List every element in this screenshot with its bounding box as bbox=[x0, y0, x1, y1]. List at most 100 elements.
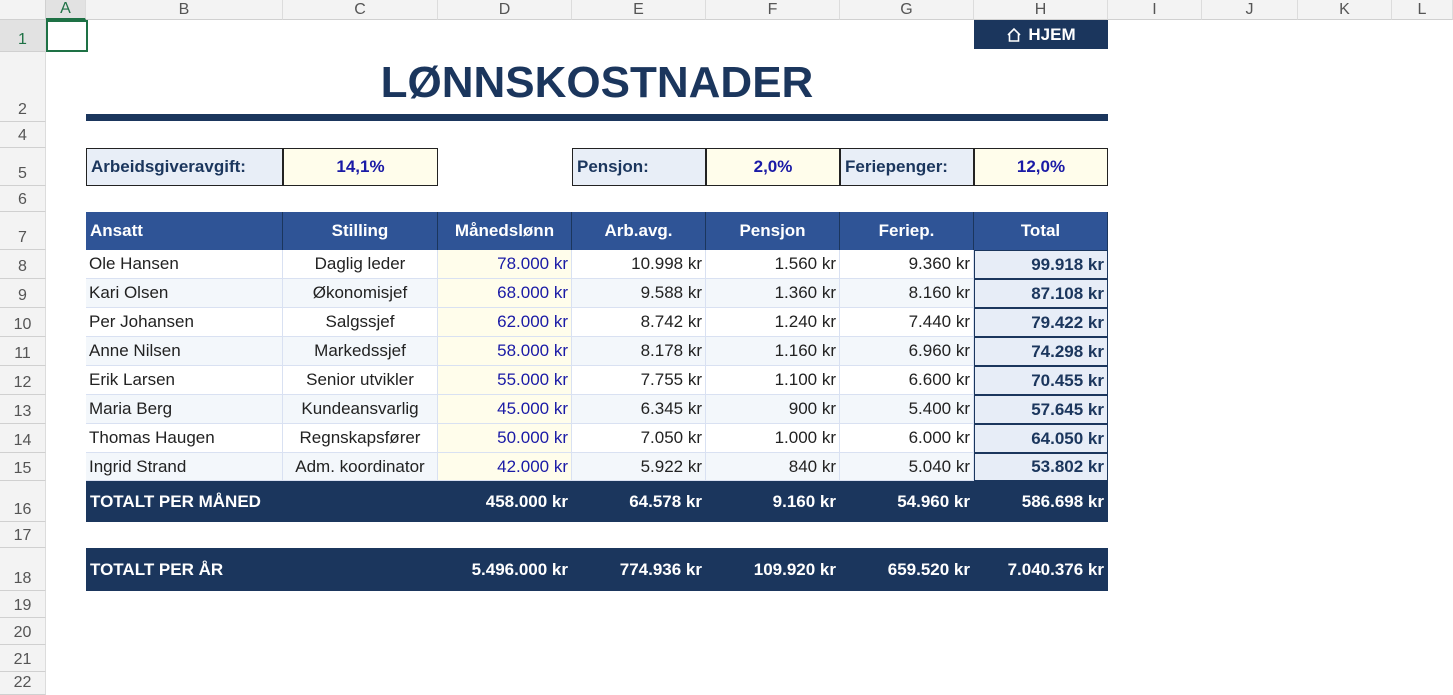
parameter-label: Pensjon: bbox=[572, 148, 706, 186]
table-cell[interactable]: 50.000 kr bbox=[438, 424, 572, 453]
table-cell: 1.360 kr bbox=[706, 279, 840, 308]
table-cell: Kari Olsen bbox=[86, 279, 283, 308]
row-header[interactable]: 20 bbox=[0, 618, 46, 645]
column-header[interactable]: F bbox=[706, 0, 840, 20]
table-header: Arb.avg. bbox=[572, 212, 706, 250]
total-row-background bbox=[86, 481, 1108, 522]
row-header[interactable]: 22 bbox=[0, 672, 46, 695]
table-cell: 840 kr bbox=[706, 453, 840, 481]
table-cell: Regnskapsfører bbox=[283, 424, 438, 453]
selected-cell[interactable] bbox=[46, 20, 88, 52]
column-header[interactable]: H bbox=[974, 0, 1108, 20]
total-label: TOTALT PER ÅR bbox=[90, 559, 224, 579]
table-cell: 6.000 kr bbox=[840, 424, 974, 453]
table-cell: 53.802 kr bbox=[974, 453, 1108, 481]
column-header[interactable]: E bbox=[572, 0, 706, 20]
column-header[interactable]: G bbox=[840, 0, 974, 20]
row-header[interactable]: 17 bbox=[0, 522, 46, 548]
row-header[interactable]: 8 bbox=[0, 250, 46, 279]
table-cell: 900 kr bbox=[706, 395, 840, 424]
table-cell[interactable]: 68.000 kr bbox=[438, 279, 572, 308]
total-value: 774.936 kr bbox=[619, 559, 702, 579]
table-cell: 5.922 kr bbox=[572, 453, 706, 481]
row-header[interactable]: 4 bbox=[0, 122, 46, 148]
row-header[interactable]: 7 bbox=[0, 212, 46, 250]
column-header[interactable]: K bbox=[1298, 0, 1392, 20]
row-header[interactable]: 19 bbox=[0, 591, 46, 618]
row-header[interactable]: 21 bbox=[0, 645, 46, 672]
parameter-value[interactable]: 12,0% bbox=[974, 148, 1108, 186]
parameter-value[interactable]: 14,1% bbox=[283, 148, 438, 186]
table-cell[interactable]: 55.000 kr bbox=[438, 366, 572, 395]
row-header[interactable]: 1 bbox=[0, 20, 46, 52]
table-cell: 1.160 kr bbox=[706, 337, 840, 366]
row-header[interactable]: 13 bbox=[0, 395, 46, 424]
table-cell: 7.440 kr bbox=[840, 308, 974, 337]
table-cell: 5.400 kr bbox=[840, 395, 974, 424]
table-cell[interactable]: 62.000 kr bbox=[438, 308, 572, 337]
column-header[interactable]: B bbox=[86, 0, 283, 20]
table-cell: 79.422 kr bbox=[974, 308, 1108, 337]
table-cell[interactable]: 45.000 kr bbox=[438, 395, 572, 424]
home-button[interactable]: HJEM bbox=[974, 20, 1108, 49]
row-header[interactable]: 9 bbox=[0, 279, 46, 308]
table-cell[interactable]: 42.000 kr bbox=[438, 453, 572, 481]
table-header: Pensjon bbox=[706, 212, 840, 250]
table-cell: 87.108 kr bbox=[974, 279, 1108, 308]
total-value: 64.578 kr bbox=[629, 491, 702, 511]
parameter-value[interactable]: 2,0% bbox=[706, 148, 840, 186]
table-cell: 8.160 kr bbox=[840, 279, 974, 308]
row-header[interactable]: 5 bbox=[0, 148, 46, 186]
table-cell[interactable]: 58.000 kr bbox=[438, 337, 572, 366]
home-label: HJEM bbox=[1028, 24, 1076, 44]
row-header[interactable]: 14 bbox=[0, 424, 46, 453]
table-cell: Anne Nilsen bbox=[86, 337, 283, 366]
column-header[interactable]: L bbox=[1392, 0, 1453, 20]
table-header: Feriep. bbox=[840, 212, 974, 250]
row-header[interactable]: 16 bbox=[0, 481, 46, 522]
column-header[interactable]: J bbox=[1202, 0, 1298, 20]
table-cell[interactable]: 78.000 kr bbox=[438, 250, 572, 279]
table-cell: Ole Hansen bbox=[86, 250, 283, 279]
title: LØNNSKOSTNADER bbox=[380, 58, 814, 107]
total-label: TOTALT PER MÅNED bbox=[90, 491, 261, 511]
row-header[interactable]: 15 bbox=[0, 453, 46, 481]
table-cell: Erik Larsen bbox=[86, 366, 283, 395]
table-cell: 6.600 kr bbox=[840, 366, 974, 395]
table-header: Ansatt bbox=[86, 212, 283, 250]
row-header[interactable]: 12 bbox=[0, 366, 46, 395]
table-header: Stilling bbox=[283, 212, 438, 250]
table-cell: Adm. koordinator bbox=[283, 453, 438, 481]
table-cell: 1.240 kr bbox=[706, 308, 840, 337]
table-cell: 70.455 kr bbox=[974, 366, 1108, 395]
table-cell: Ingrid Strand bbox=[86, 453, 283, 481]
parameter-label: Feriepenger: bbox=[840, 148, 974, 186]
table-cell: 9.360 kr bbox=[840, 250, 974, 279]
table-cell: 10.998 kr bbox=[572, 250, 706, 279]
table-cell: 64.050 kr bbox=[974, 424, 1108, 453]
table-cell: 1.000 kr bbox=[706, 424, 840, 453]
corner bbox=[0, 0, 46, 20]
row-header[interactable]: 18 bbox=[0, 548, 46, 591]
row-header[interactable]: 6 bbox=[0, 186, 46, 212]
table-cell: Maria Berg bbox=[86, 395, 283, 424]
total-value: 109.920 kr bbox=[753, 559, 836, 579]
row-header[interactable]: 10 bbox=[0, 308, 46, 337]
table-cell: Kundeansvarlig bbox=[283, 395, 438, 424]
row-header[interactable]: 2 bbox=[0, 52, 46, 122]
table-cell: Thomas Haugen bbox=[86, 424, 283, 453]
table-cell: Markedssjef bbox=[283, 337, 438, 366]
total-value: 54.960 kr bbox=[897, 491, 970, 511]
total-value: 9.160 kr bbox=[772, 491, 836, 511]
home-icon bbox=[1007, 27, 1021, 42]
total-value: 458.000 kr bbox=[485, 491, 568, 511]
column-header[interactable]: A bbox=[46, 0, 86, 20]
table-cell: 57.645 kr bbox=[974, 395, 1108, 424]
column-header[interactable]: C bbox=[283, 0, 438, 20]
total-value: 5.496.000 kr bbox=[471, 559, 568, 579]
column-header[interactable]: D bbox=[438, 0, 572, 20]
column-header[interactable]: I bbox=[1108, 0, 1202, 20]
table-cell: Per Johansen bbox=[86, 308, 283, 337]
row-header[interactable]: 11 bbox=[0, 337, 46, 366]
